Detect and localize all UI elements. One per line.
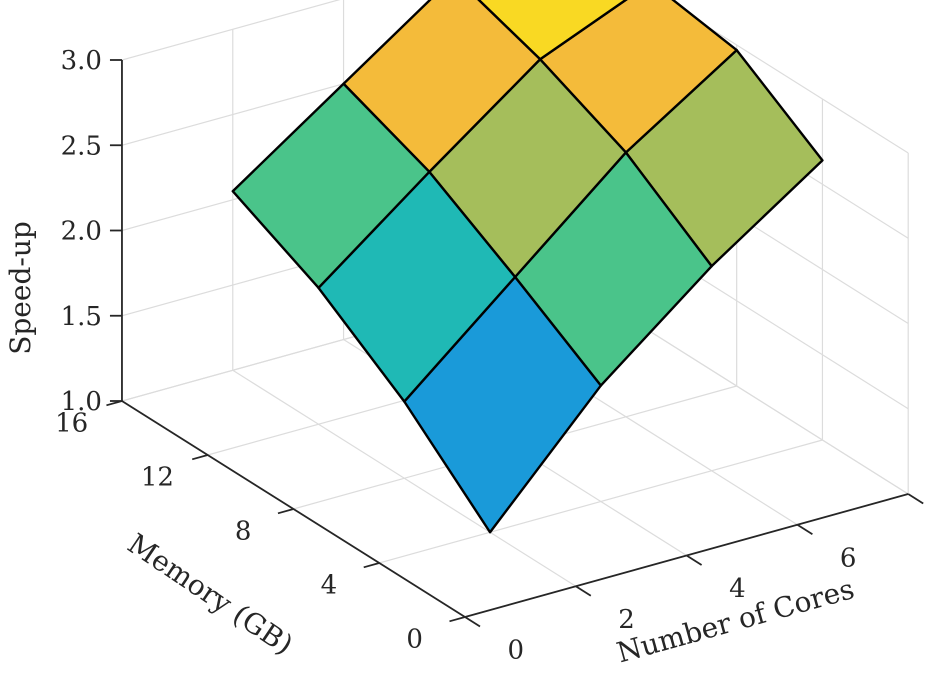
x-tick-label: 0 (507, 636, 524, 666)
z-tick-label: 2.0 (61, 217, 102, 247)
axes (106, 59, 924, 628)
x-tick (907, 493, 924, 505)
grid-line (664, 0, 909, 154)
y-tick-label: 12 (141, 462, 174, 492)
x-tick-label: 2 (618, 605, 635, 635)
grid-line (379, 439, 823, 564)
z-tick-label: 1.5 (61, 302, 102, 332)
z-axis-label: Speed-up (4, 221, 37, 355)
x-tick-label: 6 (840, 543, 857, 573)
y-tick (191, 454, 208, 461)
surface (231, 0, 824, 534)
x-tick-label: 4 (729, 574, 746, 604)
x-tick (464, 616, 481, 628)
grid-line (121, 0, 341, 61)
y-tick (449, 616, 466, 623)
z-tick-label: 2.5 (61, 131, 102, 161)
y-tick-label: 8 (235, 516, 252, 546)
z-tick-label: 1.0 (61, 387, 102, 417)
y-tick-label: 16 (55, 408, 88, 438)
z-tick-label: 3.0 (61, 46, 102, 76)
y-tick-label: 0 (406, 624, 423, 654)
y-axis-label: Memory (GB) (122, 527, 299, 661)
x-tick (575, 585, 592, 597)
tick-labels: 0246804812161.01.52.02.53.0 (55, 46, 857, 666)
x-tick (686, 554, 703, 566)
x-tick (796, 523, 813, 535)
y-tick-label: 4 (321, 570, 338, 600)
surface-patch (231, 82, 431, 290)
y-tick (363, 562, 380, 569)
y-tick (277, 508, 294, 515)
